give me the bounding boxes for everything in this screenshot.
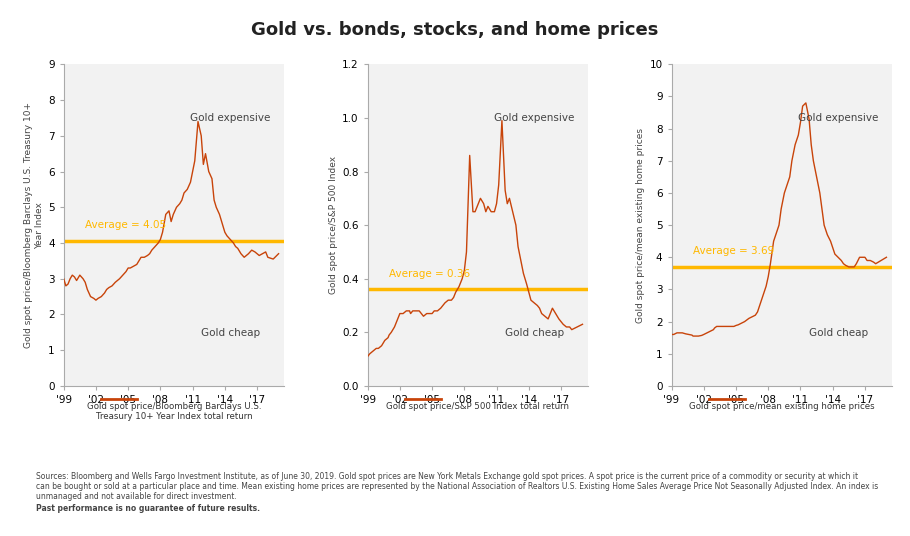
Text: Gold expensive: Gold expensive (798, 113, 878, 123)
Text: Average = 0.36: Average = 0.36 (389, 269, 470, 279)
Text: Past performance is no guarantee of future results.: Past performance is no guarantee of futu… (36, 504, 260, 513)
Text: Average = 3.69: Average = 3.69 (693, 247, 774, 256)
Text: Gold vs. bonds, stocks, and home prices: Gold vs. bonds, stocks, and home prices (251, 21, 659, 40)
Text: Gold cheap: Gold cheap (504, 327, 563, 338)
Text: Gold cheap: Gold cheap (201, 327, 259, 338)
Y-axis label: Gold spot price/Bloomberg Barclays U.S. Treasury 10+
Year Index: Gold spot price/Bloomberg Barclays U.S. … (25, 102, 44, 348)
Text: Gold spot price/Bloomberg Barclays U.S.
Treasury 10+ Year Index total return: Gold spot price/Bloomberg Barclays U.S. … (86, 402, 261, 421)
Y-axis label: Gold spot price/S&P 500 Index: Gold spot price/S&P 500 Index (329, 156, 338, 294)
Text: Average = 4.05: Average = 4.05 (86, 220, 167, 230)
Text: Gold spot price/mean existing home prices: Gold spot price/mean existing home price… (689, 402, 875, 411)
Text: Sources: Bloomberg and Wells Fargo Investment Institute, as of June 30, 2019. Go: Sources: Bloomberg and Wells Fargo Inves… (36, 472, 879, 502)
Y-axis label: Gold spot price/mean existing home prices: Gold spot price/mean existing home price… (636, 128, 645, 323)
Text: Gold spot price/S&P 500 Index total return: Gold spot price/S&P 500 Index total retu… (386, 402, 570, 411)
Text: Gold cheap: Gold cheap (808, 327, 867, 338)
Text: Gold expensive: Gold expensive (494, 113, 574, 123)
Text: Gold expensive: Gold expensive (190, 113, 270, 123)
